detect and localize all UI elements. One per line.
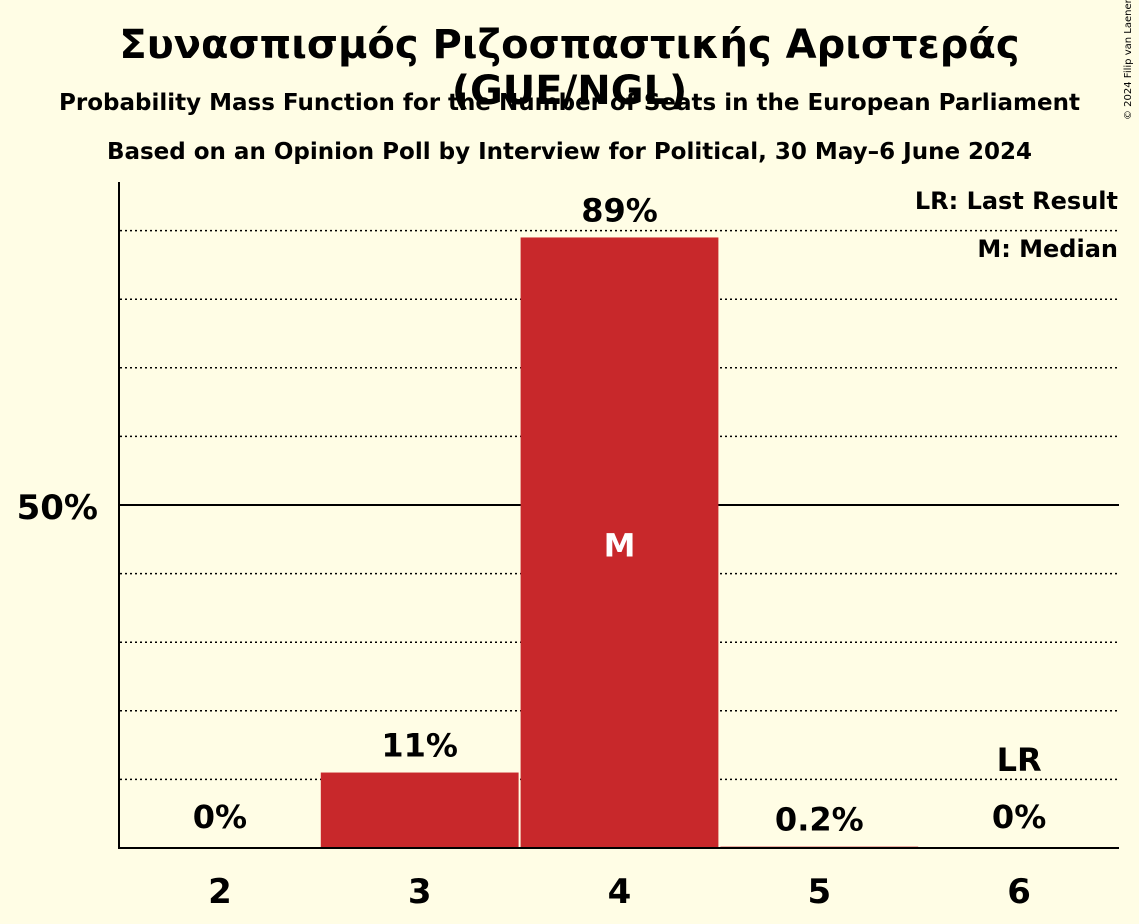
bars xyxy=(320,237,919,848)
x-tick-label-5: 5 xyxy=(807,872,831,912)
legend-median: M: Median xyxy=(977,235,1118,263)
axes xyxy=(118,182,1119,849)
value-label-2: 0% xyxy=(193,798,247,836)
legend: LR: Last Result M: Median xyxy=(915,187,1118,263)
legend-last-result: LR: Last Result xyxy=(915,187,1118,215)
x-tick-label-4: 4 xyxy=(608,872,632,912)
gridlines xyxy=(120,229,1119,781)
last-result-marker: LR xyxy=(997,741,1042,779)
x-tick-label-3: 3 xyxy=(408,872,432,912)
x-tick-label-6: 6 xyxy=(1007,872,1031,912)
chart-title: Συνασπισμός Ριζοσπαστικής Αριστεράς (GUE… xyxy=(119,22,1020,114)
y-tick-label-50: 50% xyxy=(17,488,98,528)
labels: 50%0%211%389%4M0.2%50%6LR xyxy=(17,191,1047,912)
bar-4 xyxy=(520,237,719,848)
chart-subtitle-poll: Based on an Opinion Poll by Interview fo… xyxy=(106,139,1033,165)
value-label-3: 11% xyxy=(381,727,458,765)
value-label-6: 0% xyxy=(992,798,1046,836)
value-label-5: 0.2% xyxy=(775,801,864,839)
value-label-4: 89% xyxy=(581,191,658,229)
chart-subtitle: Probability Mass Function for the Number… xyxy=(59,90,1080,116)
x-tick-label-2: 2 xyxy=(208,872,232,912)
median-marker: M xyxy=(604,527,636,565)
bar-3 xyxy=(320,772,519,848)
